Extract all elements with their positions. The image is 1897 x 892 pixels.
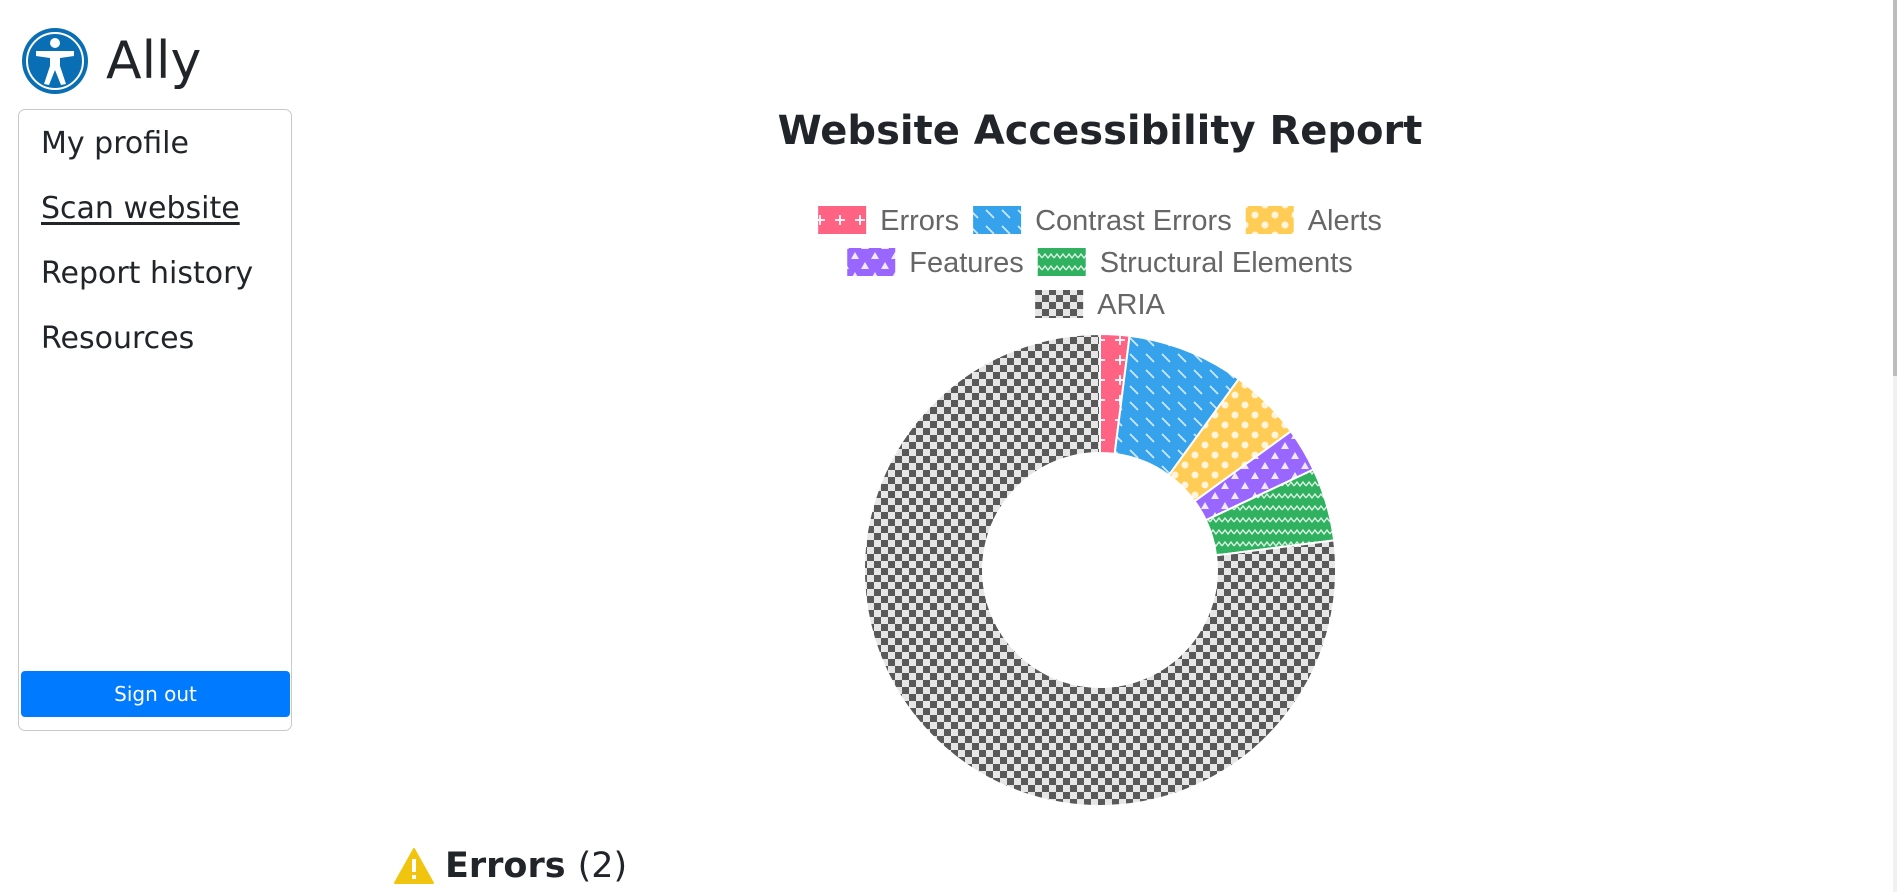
legend-label-features: Features (909, 247, 1023, 279)
legend-label-errors: Errors (880, 205, 959, 237)
chart-slices (863, 332, 1337, 807)
section-count: (2) (577, 846, 628, 886)
warning-icon (394, 848, 434, 884)
sidebar-item-resources[interactable]: Resources (41, 321, 195, 356)
legend-swatch-errors (818, 206, 867, 234)
sidebar-item-report-history[interactable]: Report history (41, 256, 254, 291)
legend-swatch-alerts (1245, 206, 1294, 234)
chart-legend: Errors Contrast Errors Alerts Features Struc… (818, 205, 1382, 321)
page-scrollbar[interactable] (1893, 0, 1897, 892)
legend-label-contrast-errors: Contrast Errors (1035, 205, 1232, 237)
app-title: Ally (106, 31, 202, 91)
legend-swatch-structural-elements (1037, 248, 1086, 276)
slice-aria[interactable] (863, 332, 1337, 807)
brand: Ally (22, 28, 201, 94)
legend-item-features[interactable]: Features (847, 247, 1024, 279)
legend-item-structural-elements[interactable]: Structural Elements (1037, 247, 1353, 279)
legend-item-alerts[interactable]: Alerts (1245, 205, 1382, 237)
accessibility-doughnut-chart: Errors Contrast Errors Alerts Features Struc… (818, 205, 1382, 807)
legend-swatch-contrast-errors (973, 206, 1022, 234)
scrollbar-thumb[interactable] (1893, 0, 1897, 376)
sidebar-item-scan-website[interactable]: Scan website (41, 191, 240, 226)
legend-label-aria: ARIA (1097, 289, 1165, 321)
report-title: Website Accessibility Report (777, 108, 1423, 154)
section-title: Errors (445, 846, 566, 886)
sidebar-item-my-profile[interactable]: My profile (41, 126, 189, 161)
sidebar: My profile Scan website Report history R… (18, 109, 292, 731)
legend-item-errors[interactable]: Errors (818, 205, 959, 237)
legend-item-aria[interactable]: ARIA (1035, 289, 1165, 321)
legend-item-contrast-errors[interactable]: Contrast Errors (973, 205, 1232, 237)
accessibility-person-icon (22, 28, 88, 94)
legend-label-alerts: Alerts (1308, 205, 1382, 237)
legend-swatch-features (847, 248, 896, 276)
legend-label-structural-elements: Structural Elements (1100, 247, 1353, 279)
legend-swatch-aria (1035, 290, 1084, 318)
sign-out-button[interactable]: Sign out (21, 671, 290, 717)
errors-section-heading: Errors (2) (393, 840, 627, 892)
